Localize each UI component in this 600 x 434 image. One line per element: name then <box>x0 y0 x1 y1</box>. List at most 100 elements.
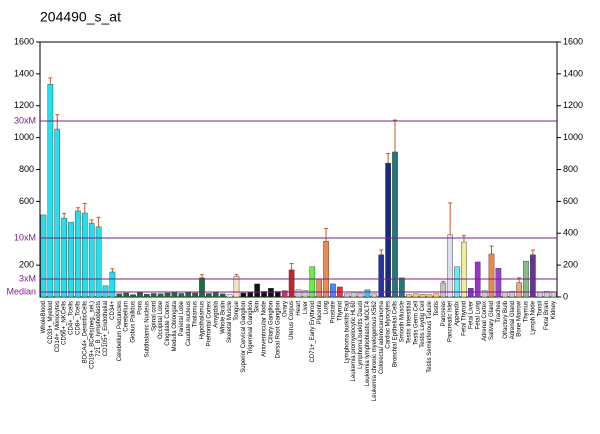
x-tick-label: CD33+_Myeloid <box>48 301 54 344</box>
bar <box>288 269 295 298</box>
bar <box>219 293 226 298</box>
chart-title: 204490_s_at <box>40 9 121 25</box>
bar <box>385 162 391 298</box>
bar <box>371 293 378 298</box>
x-tick-label: Smooth Muscle <box>399 300 405 342</box>
x-tick-label: Hypothalamus <box>200 301 206 339</box>
x-tick-label: Leukemia lymphoblastic MOLT4 <box>365 300 371 386</box>
bar <box>116 293 123 298</box>
x-tick-label: Superior Cervical Ganglion <box>241 301 247 373</box>
bar <box>295 289 302 298</box>
bar <box>426 294 433 298</box>
x-tick-label: Adrenal Cortex <box>482 301 488 341</box>
x-tick-label: CD19+_BCells(neg._sel.) <box>89 301 95 369</box>
x-tick-label: WholeBlood <box>41 301 47 333</box>
y2-tick-label: 400 <box>563 228 578 238</box>
x-tick-label: CD71+_Early Erythroid <box>310 301 316 363</box>
x-tick-label: BDCA4+_DentriticCells <box>82 301 88 363</box>
x-tick-label: Occipital Lobe <box>158 300 164 339</box>
x-tick-label: Heart <box>296 301 302 316</box>
bar <box>178 293 185 298</box>
bar <box>530 254 536 298</box>
bar <box>495 268 502 298</box>
x-tick-label: Bronchial Epithelial Cells <box>393 301 399 367</box>
bar <box>378 254 385 298</box>
y-tick-label: 800 <box>19 164 34 174</box>
x-tick-label: Testis Germ Cell <box>413 301 419 345</box>
x-tick-label: CD34+ <box>110 301 116 320</box>
x-tick-label: Cingulate Cortex <box>165 301 171 346</box>
x-tick-label: Whole Brain <box>220 301 226 334</box>
bar <box>412 293 419 298</box>
x-tick-label: Parietal Lobe <box>179 300 185 336</box>
bar <box>247 292 254 298</box>
x-tick-label: Fetal Thyroid <box>462 301 468 336</box>
y2-tick-label: 1600 <box>563 36 583 46</box>
bar <box>509 291 516 298</box>
bar <box>309 266 316 298</box>
bar <box>123 292 129 298</box>
x-tick-label: Subthalamic Nucleus <box>144 301 150 357</box>
y2-tick-label: 1000 <box>563 132 583 142</box>
x-tick-label: Testis Seminiferous Tubule <box>427 300 433 372</box>
x-tick-label: Fetal Brain <box>544 301 550 330</box>
bar <box>171 292 178 298</box>
x-tick-label: Ovary <box>282 301 288 317</box>
bar <box>357 292 364 298</box>
y2-tick-label: 600 <box>563 196 578 206</box>
x-tick-label: Ciliary Ganglion <box>269 301 275 343</box>
bar <box>302 290 309 298</box>
x-tick-label: Dorsal Root Ganglion <box>275 301 281 358</box>
x-tick-label: Placenta <box>317 300 323 324</box>
x-tick-label: Fetal Liver <box>468 301 474 329</box>
bar <box>268 288 274 298</box>
x-tick-label: Bone Marrow <box>517 300 523 336</box>
bar <box>316 278 322 298</box>
x-tick-label: Globus Pallidus <box>131 301 137 343</box>
x-tick-label: 721_B_lymphoblasts <box>96 301 102 357</box>
bar <box>61 217 67 298</box>
reference-label: 3xM <box>19 273 36 283</box>
bar <box>275 291 281 298</box>
bar <box>433 293 440 298</box>
bar <box>392 151 398 298</box>
bar <box>88 222 95 298</box>
x-tick-label: Lymphoma burkitts Daudi <box>358 301 364 369</box>
x-tick-label: Appendix <box>455 301 461 326</box>
x-tick-label: Adrenal Gland <box>510 301 516 339</box>
x-tick-label: Medulla Oblongata <box>172 300 178 351</box>
y2-tick-label: 200 <box>563 260 578 270</box>
bar <box>502 292 509 298</box>
x-tick-label: CD56+_NKCells <box>62 301 68 345</box>
x-tick-label: Spinal cord <box>151 301 157 331</box>
bar <box>281 290 288 298</box>
bar <box>399 277 405 298</box>
bar <box>137 292 143 298</box>
reference-label: 30xM <box>14 115 36 125</box>
y-tick-label: 1200 <box>14 100 34 110</box>
y2-tick-label: 1200 <box>563 100 583 110</box>
bar <box>212 292 219 298</box>
x-tick-label: Salivary Gland <box>489 301 495 340</box>
bar <box>481 290 488 298</box>
reference-label: 10xM <box>14 232 36 242</box>
x-tick-label: Tonsil <box>537 301 543 316</box>
x-tick-label: Colorectal adenocarcinoma <box>379 300 385 374</box>
x-tick-label: Trigeminal Ganglion <box>248 301 254 354</box>
y2-tick-label: 800 <box>563 164 578 174</box>
bar <box>185 292 192 298</box>
x-tick-label: Cerebellum <box>124 301 130 332</box>
y-tick-label: 200 <box>19 260 34 270</box>
x-tick-label: Tongue <box>234 300 240 320</box>
y2-tick-label: 1400 <box>563 68 583 78</box>
bar <box>454 266 460 298</box>
bar <box>102 285 109 298</box>
bar <box>323 241 329 298</box>
bar <box>164 292 171 298</box>
bar <box>343 293 350 298</box>
x-tick-label: Liver <box>303 301 309 314</box>
bar <box>543 291 550 298</box>
bar <box>419 293 426 298</box>
bar <box>192 292 198 298</box>
